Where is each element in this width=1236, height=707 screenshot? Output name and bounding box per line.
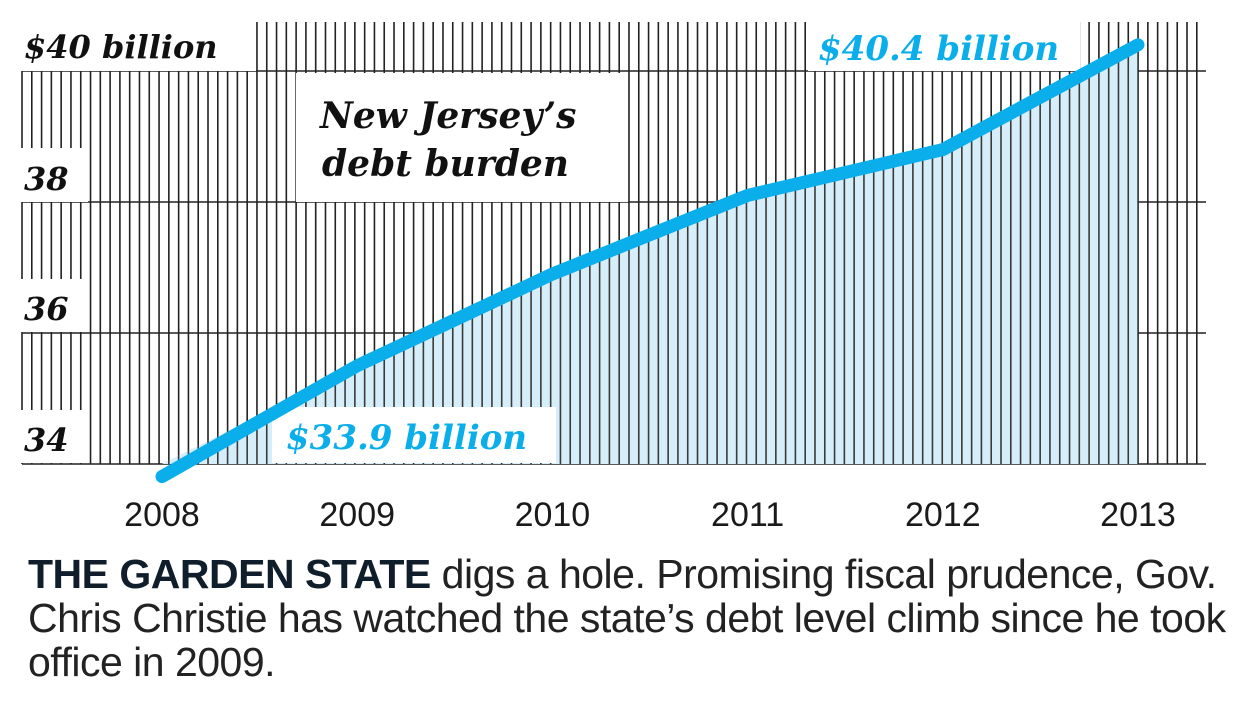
x-tick-label-2011: 2011 xyxy=(711,496,784,534)
caption-lead: THE GARDEN STATE xyxy=(28,551,431,597)
x-tick-label-2009: 2009 xyxy=(319,496,395,534)
ytick-label-40: $40 billion xyxy=(24,28,218,66)
ylabel-box-36 xyxy=(20,279,88,332)
x-tick-label-2012: 2012 xyxy=(905,496,981,534)
caption-body: digs a hole. Promising fiscal prudence, … xyxy=(28,551,1226,685)
x-axis-labels: 2008 2009 2010 2011 2012 2013 xyxy=(124,496,1176,534)
caption: THE GARDEN STATE digs a hole. Promising … xyxy=(28,552,1228,684)
chart-title-line1: New Jersey’s xyxy=(319,95,576,137)
chart-title-line2: debt burden xyxy=(322,143,569,185)
x-tick-label-2010: 2010 xyxy=(515,496,591,534)
x-tick-label-2008: 2008 xyxy=(124,496,200,534)
ytick-label-34: 34 xyxy=(24,421,69,459)
debt-line xyxy=(155,38,1145,484)
callout-end-value: $40.4 billion xyxy=(818,29,1059,69)
x-tick-label-2013: 2013 xyxy=(1100,496,1176,534)
callout-box-end xyxy=(808,22,1080,71)
ylabel-box-40 xyxy=(20,22,256,71)
ytick-label-38: 38 xyxy=(24,160,69,198)
callout-box-start xyxy=(272,407,556,463)
ylabel-box-34 xyxy=(20,410,88,463)
title-box xyxy=(296,73,628,202)
ylabel-box-38 xyxy=(20,148,88,202)
ytick-label-36: 36 xyxy=(24,290,69,328)
debt-chart: $40 billion 38 36 34 New Jersey’s debt b… xyxy=(20,22,1206,534)
callout-start-value: $33.9 billion xyxy=(286,418,527,458)
